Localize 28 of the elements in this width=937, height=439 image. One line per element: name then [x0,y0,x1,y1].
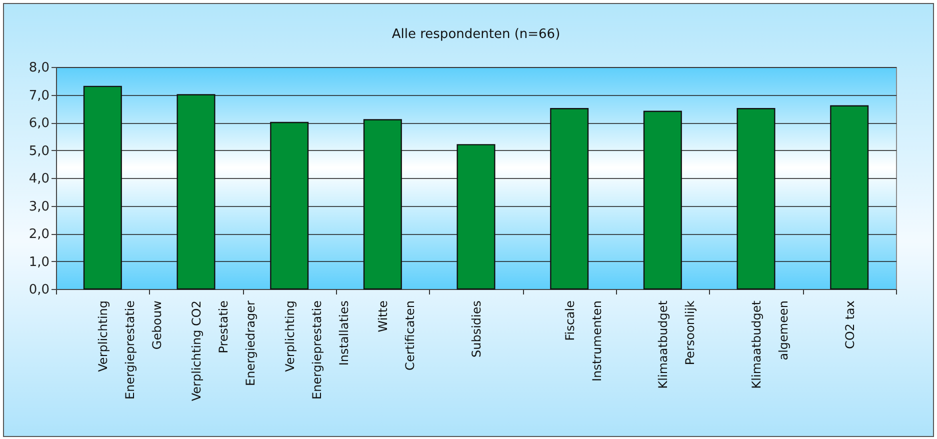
x-tick-label: Fiscale Instrumenten [562,300,604,382]
y-tick-label: 2,0 [28,227,50,242]
bar [736,108,776,290]
bar [270,122,309,290]
bar [550,108,589,290]
x-tick-label: Klimaatbudget Persoonlijk [656,300,698,389]
bar [456,144,496,290]
bar [363,119,402,290]
bar [176,94,216,290]
x-tick-label: Verplichting Energieprestatie Gebouw [96,300,164,400]
y-tick-label: 3,0 [28,199,50,214]
bar [83,86,122,290]
y-tick-label: 4,0 [28,172,50,186]
x-tick-label: CO2 tax [842,300,857,349]
y-tick-label: 7,0 [28,88,50,104]
x-tick-label: Klimaatbudget algemeen [750,300,790,389]
bar [830,105,869,290]
x-tick-label: Witte Certificaten [376,300,418,370]
y-tick-label: 6,0 [28,116,50,131]
bar [643,110,682,290]
x-tick-label: Verplichting CO2 Prestatie Energiedrager [190,300,258,402]
y-tick-label: 0,0 [28,282,50,298]
chart-title: Alle respondenten (n=66) [392,27,560,42]
y-tick-label: 8,0 [28,60,50,76]
y-tick-label: 1,0 [28,254,50,270]
y-tick-label: 5,0 [28,144,50,159]
x-tick-label: Verplichting Energieprestatie Installaties [282,300,351,400]
x-tick-label: Subsidies [470,300,484,358]
